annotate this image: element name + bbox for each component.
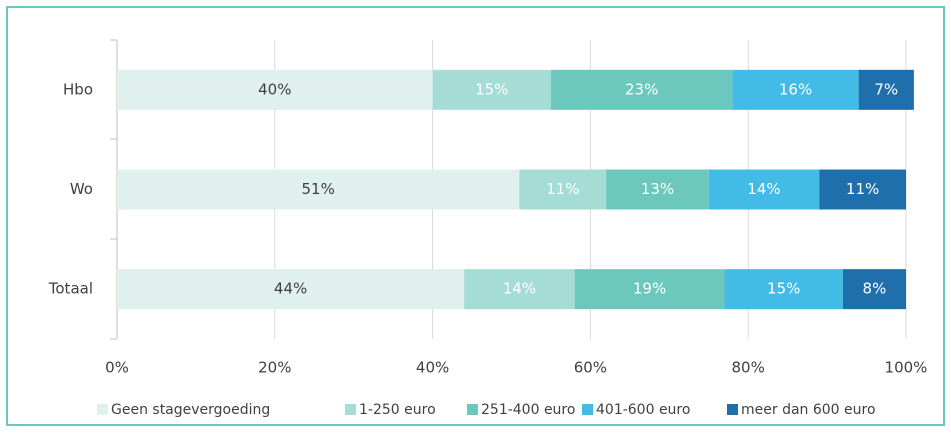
x-tick-label: 0% bbox=[105, 359, 129, 377]
data-label: 7% bbox=[874, 80, 898, 98]
legend-label: Geen stagevergoeding bbox=[111, 402, 270, 418]
data-label: 8% bbox=[863, 280, 887, 298]
bar-segment bbox=[550, 69, 733, 110]
legend-label: 401-600 euro bbox=[596, 402, 690, 418]
bar-segment bbox=[117, 69, 433, 110]
bar-segment bbox=[117, 169, 520, 210]
legend-swatch bbox=[345, 404, 356, 415]
data-label: 15% bbox=[767, 280, 800, 298]
legend-swatch bbox=[97, 404, 108, 415]
legend-label: meer dan 600 euro bbox=[741, 402, 876, 418]
x-tick-label: 40% bbox=[416, 359, 449, 377]
bar-segment bbox=[724, 269, 843, 310]
data-label: 51% bbox=[302, 180, 335, 198]
legend-label: 1-250 euro bbox=[359, 402, 436, 418]
x-tick-label: 20% bbox=[258, 359, 291, 377]
y-tick-label: Wo bbox=[70, 180, 93, 198]
bar-segment bbox=[842, 269, 906, 310]
bar-segment bbox=[519, 169, 607, 210]
bar-segment bbox=[464, 269, 575, 310]
legend-swatch bbox=[582, 404, 593, 415]
bar-segment bbox=[432, 69, 551, 110]
data-label: 11% bbox=[546, 180, 579, 198]
data-label: 15% bbox=[475, 80, 508, 98]
bar-segment bbox=[708, 169, 820, 210]
data-label: 13% bbox=[641, 180, 674, 198]
data-label: 40% bbox=[258, 80, 291, 98]
bar-segment bbox=[574, 269, 725, 310]
legend-label: 251-400 euro bbox=[481, 402, 575, 418]
data-label: 16% bbox=[779, 80, 812, 98]
x-tick-label: 100% bbox=[885, 359, 928, 377]
bar-segment bbox=[858, 69, 914, 110]
data-label: 23% bbox=[625, 80, 658, 98]
bar-segment bbox=[732, 69, 859, 110]
bar-segment bbox=[117, 269, 465, 310]
frame bbox=[6, 6, 945, 426]
bar-segment bbox=[819, 169, 906, 210]
y-tick-label: Totaal bbox=[48, 280, 93, 298]
legend-swatch bbox=[467, 404, 478, 415]
data-label: 14% bbox=[503, 280, 536, 298]
legend-swatch bbox=[727, 404, 738, 415]
data-label: 14% bbox=[747, 180, 780, 198]
data-label: 44% bbox=[274, 280, 307, 298]
y-tick-label: Hbo bbox=[63, 80, 93, 98]
bar-segment bbox=[606, 169, 709, 210]
data-label: 19% bbox=[633, 280, 666, 298]
data-label: 11% bbox=[846, 180, 879, 198]
x-tick-label: 60% bbox=[574, 359, 607, 377]
x-tick-label: 80% bbox=[732, 359, 765, 377]
